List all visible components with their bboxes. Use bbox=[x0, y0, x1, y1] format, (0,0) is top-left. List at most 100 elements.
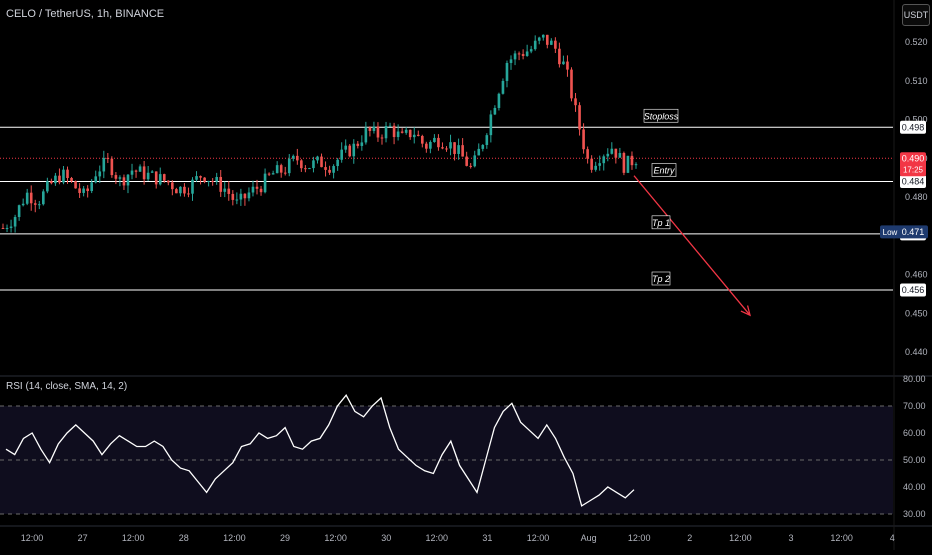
candle-body bbox=[465, 156, 468, 166]
candle-body bbox=[199, 176, 202, 178]
candle-body bbox=[287, 158, 291, 174]
projection-arrow-line bbox=[633, 175, 751, 316]
low-marker-tag bbox=[880, 225, 928, 239]
candle-body bbox=[106, 157, 110, 159]
candle-body bbox=[340, 149, 343, 160]
candle-body bbox=[372, 126, 376, 131]
candle-body bbox=[50, 181, 53, 184]
candle-body bbox=[582, 129, 585, 150]
candle-body bbox=[425, 143, 428, 149]
candle-body bbox=[259, 188, 263, 193]
candle-body bbox=[255, 186, 259, 189]
candle-body bbox=[118, 177, 122, 179]
candle-body bbox=[400, 131, 404, 133]
candle-body bbox=[521, 54, 525, 56]
current-price-label: 0.490 bbox=[902, 153, 925, 163]
candle-body bbox=[94, 176, 98, 183]
candle-body bbox=[602, 156, 606, 164]
candle-body bbox=[489, 114, 493, 136]
candle-body bbox=[29, 192, 33, 204]
candle-body bbox=[239, 193, 243, 200]
candle-body bbox=[412, 134, 416, 138]
candle-body bbox=[562, 61, 565, 65]
candle-body bbox=[86, 188, 89, 192]
candle-body bbox=[146, 172, 150, 180]
candle-body bbox=[235, 199, 239, 201]
rsi-tick-label: 60.00 bbox=[903, 428, 926, 438]
candle-body bbox=[348, 145, 352, 157]
annotation-box bbox=[651, 163, 677, 177]
candle-body bbox=[251, 186, 255, 193]
candle-body bbox=[529, 49, 533, 52]
candle-body bbox=[9, 226, 13, 228]
time-tick-label: 2 bbox=[687, 533, 692, 543]
candle-body bbox=[437, 137, 440, 148]
candle-body bbox=[162, 174, 166, 181]
candle-body bbox=[291, 155, 295, 159]
candle-body bbox=[231, 193, 235, 200]
candle-body bbox=[78, 188, 81, 193]
candle-body bbox=[207, 180, 210, 182]
annotation-label: Tp 2 bbox=[652, 274, 670, 284]
price-tick-label: 0.450 bbox=[905, 308, 928, 318]
candle-body bbox=[574, 98, 577, 106]
time-tick-label: Aug bbox=[581, 533, 597, 543]
candle-body bbox=[473, 155, 477, 167]
candle-body bbox=[622, 153, 626, 173]
candle-body bbox=[441, 147, 444, 149]
rsi-tick-label: 50.00 bbox=[903, 455, 926, 465]
candle-body bbox=[586, 149, 589, 159]
candle-body bbox=[344, 145, 348, 150]
candle-body bbox=[158, 174, 162, 185]
projection-arrow-head bbox=[740, 305, 751, 317]
candle-body bbox=[614, 148, 618, 158]
candle-body bbox=[62, 169, 65, 183]
time-tick-label: 12:00 bbox=[729, 533, 752, 543]
time-tick-label: 12:00 bbox=[122, 533, 145, 543]
candle-body bbox=[469, 165, 473, 167]
candle-body bbox=[110, 158, 114, 176]
candle-body bbox=[525, 51, 529, 56]
candle-body bbox=[594, 165, 597, 170]
price-tick-label: 0.440 bbox=[905, 347, 928, 357]
candle-body bbox=[545, 34, 549, 45]
candle-body bbox=[126, 174, 130, 186]
candle-body bbox=[271, 173, 275, 175]
candle-body bbox=[590, 158, 593, 170]
rsi-band-fill bbox=[0, 406, 893, 514]
candle-body bbox=[606, 153, 610, 157]
candle-body bbox=[37, 204, 41, 206]
candle-body bbox=[433, 137, 436, 142]
candle-body bbox=[598, 163, 602, 166]
candle-body bbox=[58, 175, 61, 183]
candle-body bbox=[324, 167, 327, 170]
annotation-box bbox=[651, 271, 671, 286]
candle-body bbox=[336, 159, 339, 167]
candle-body bbox=[66, 169, 69, 179]
candle-body bbox=[33, 203, 37, 205]
annotation-label: Entry bbox=[653, 166, 675, 176]
time-tick-label: 12:00 bbox=[527, 533, 550, 543]
candle-body bbox=[550, 40, 553, 45]
candle-body bbox=[296, 155, 299, 161]
candle-body bbox=[570, 69, 573, 99]
currency-button[interactable]: USDT bbox=[902, 4, 930, 26]
candle-body bbox=[316, 156, 319, 161]
candle-body bbox=[275, 165, 279, 174]
price-tick-label: 0.520 bbox=[905, 37, 928, 47]
candle-body bbox=[493, 107, 497, 115]
rsi-title: RSI (14, close, SMA, 14, 2) bbox=[6, 381, 128, 392]
price-tick-label: 0.460 bbox=[905, 270, 928, 280]
candle-body bbox=[505, 62, 509, 81]
candle-body bbox=[187, 193, 190, 195]
candle-body bbox=[175, 189, 178, 194]
candle-body bbox=[223, 188, 227, 192]
time-tick-label: 12:00 bbox=[628, 533, 651, 543]
candle-body bbox=[554, 40, 557, 49]
candle-body bbox=[533, 40, 537, 50]
candle-body bbox=[388, 125, 392, 127]
candle-body bbox=[457, 145, 460, 154]
candle-body bbox=[449, 142, 452, 149]
price-line-tag-label: 0.456 bbox=[902, 285, 925, 295]
